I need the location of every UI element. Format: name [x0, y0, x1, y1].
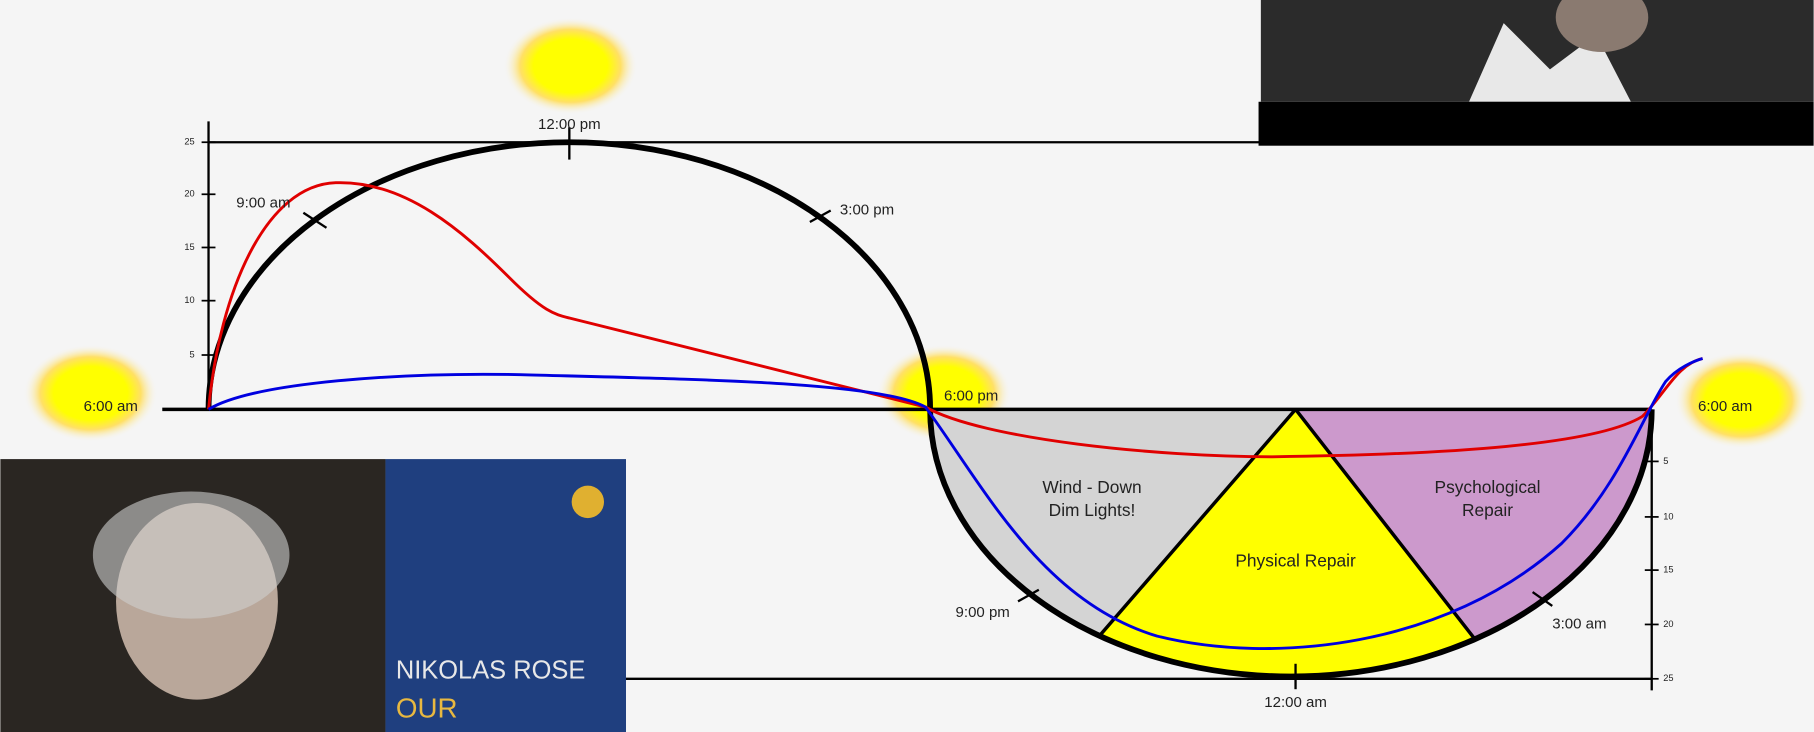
axis-tick-label: 25	[184, 137, 194, 147]
book-title: OUR	[396, 692, 458, 723]
axis-tick-label: 15	[184, 242, 194, 252]
axis-tick-label: 20	[1663, 619, 1673, 629]
time-label: 9:00 am	[236, 194, 290, 211]
sun	[1674, 351, 1809, 449]
labels: 12:00 pm 9:00 am 3:00 pm 6:00 am 6:00 pm…	[84, 116, 1753, 711]
axis-tick-label: 5	[190, 349, 195, 359]
physical-repair-zone	[1049, 409, 1518, 677]
sun	[503, 17, 638, 115]
book-author: NIKOLAS ROSE	[396, 657, 585, 685]
axis-tick-label: 15	[1663, 565, 1673, 575]
red-curve	[207, 181, 1703, 459]
axis-tick-label: 25	[1663, 673, 1673, 683]
axis-tick-label: 5	[1663, 456, 1668, 466]
time-label: 12:00 am	[1264, 694, 1327, 711]
axis-tick-label: 10	[184, 295, 194, 305]
zone-label: Physical Repair	[1235, 551, 1356, 571]
blue-curve	[207, 357, 1704, 650]
zone-label: Psychological Repair	[1435, 477, 1541, 520]
zone-label: Wind - Down Dim Lights!	[1042, 477, 1141, 520]
time-label: 6:00 pm	[944, 388, 998, 405]
axis-tick-label: 10	[1663, 511, 1673, 521]
sun	[23, 344, 158, 442]
time-label: 12:00 pm	[538, 116, 601, 133]
time-label: 9:00 pm	[956, 604, 1010, 621]
photo-bottom-left: NIKOLAS ROSE OUR	[0, 459, 626, 732]
time-label: 6:00 am	[84, 398, 138, 415]
time-label: 3:00 pm	[840, 201, 894, 218]
axis-tick-label: 20	[184, 189, 194, 199]
time-label: 6:00 am	[1698, 398, 1752, 415]
time-label: 3:00 am	[1552, 615, 1606, 632]
suns	[23, 17, 1809, 449]
photo-top-right	[1258, 0, 1814, 146]
